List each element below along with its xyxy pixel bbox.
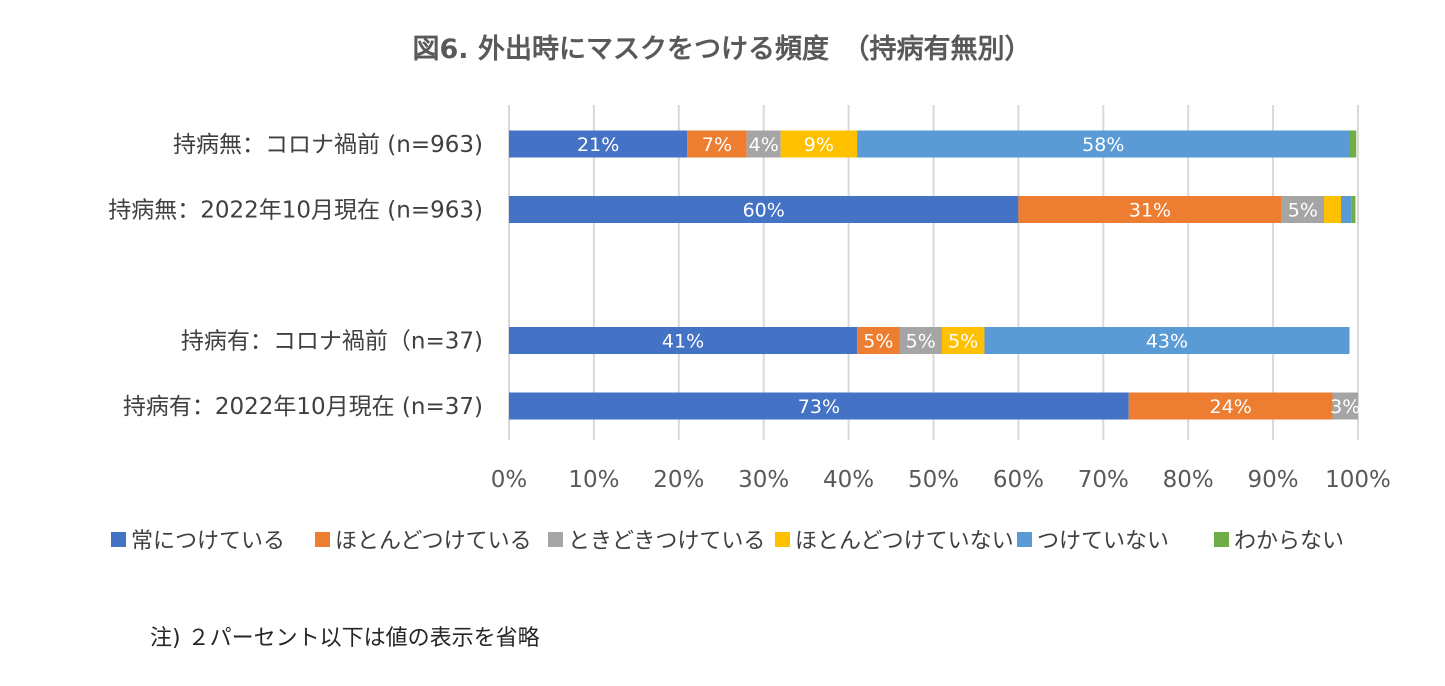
bar-segment — [941, 327, 985, 354]
x-tick-label: 10% — [568, 467, 619, 493]
bar-segment — [746, 130, 781, 158]
bar-segment — [1349, 130, 1357, 158]
category-label: 持病有：2022年10月現在 (n=37) — [123, 394, 483, 420]
x-tick-label: 80% — [1163, 467, 1214, 493]
category-labels: 持病無：コロナ禍前 (n=963) 持病無：2022年10月現在 (n=963) 持… — [108, 132, 483, 420]
legend: 常につけている ほとんどつけている ときどきつけている ほとんどつけていない つけていな… — [111, 529, 1344, 554]
data-label: 58% — [1082, 134, 1124, 156]
data-label: 5% — [948, 331, 978, 353]
bar-segment — [1018, 196, 1282, 223]
bar-segment — [984, 327, 1350, 354]
x-tick-label: 60% — [993, 467, 1044, 493]
data-label: 43% — [1146, 331, 1188, 353]
legend-label: わからない — [1234, 529, 1344, 554]
x-tick-label: 0% — [491, 467, 528, 493]
bar-segment — [899, 327, 942, 354]
x-tick-label: 30% — [738, 467, 789, 493]
legend-swatch — [111, 532, 126, 547]
legend-swatch — [1214, 532, 1229, 547]
legend-label: つけていない — [1037, 529, 1169, 554]
category-label: 持病有：コロナ禍前（n=37) — [181, 329, 483, 355]
category-label: 持病無：コロナ禍前 (n=963) — [173, 132, 483, 158]
x-tick-label: 20% — [653, 467, 704, 493]
bar-segment — [1351, 196, 1356, 223]
legend-swatch — [1017, 532, 1032, 547]
legend-label: 常につけている — [131, 529, 285, 554]
data-label: 24% — [1210, 396, 1252, 418]
data-label: 4% — [749, 134, 779, 156]
x-tick-label: 40% — [823, 467, 874, 493]
data-label: 41% — [662, 331, 704, 353]
legend-swatch — [548, 532, 563, 547]
bar-segment — [780, 130, 858, 158]
data-label: 73% — [798, 396, 840, 418]
legend-swatch — [775, 532, 790, 547]
data-label: 3% — [1330, 396, 1360, 418]
chart-title: 図6. 外出時にマスクをつける頻度 （持病有無別） — [413, 33, 1032, 65]
data-label: 9% — [804, 134, 834, 156]
bar-segment — [509, 392, 1129, 420]
data-label: 60% — [743, 200, 785, 222]
bar-segment — [687, 130, 747, 158]
bar-segment — [509, 196, 1019, 223]
x-tick-label: 70% — [1078, 467, 1129, 493]
data-label: 7% — [702, 134, 732, 156]
bar-segment — [509, 327, 858, 354]
data-label: 5% — [906, 331, 936, 353]
bar-segment — [857, 130, 1350, 158]
bar-segment — [1281, 196, 1325, 223]
data-label: 5% — [1288, 200, 1318, 222]
data-label: 5% — [863, 331, 893, 353]
x-tick-label: 100% — [1325, 467, 1391, 493]
bar-segment — [509, 130, 688, 158]
x-axis-tick-labels: 0% 10% 20% 30% 40% 50% 60% 70% 80% 90% 100% — [491, 467, 1391, 493]
legend-label: ほとんどつけている — [335, 529, 532, 554]
gridlines — [508, 105, 1359, 440]
legend-label: ときどきつけている — [568, 529, 765, 554]
category-label: 持病無：2022年10月現在 (n=963) — [108, 198, 483, 224]
bar-segment — [1332, 392, 1358, 420]
bar-segment — [1128, 392, 1333, 420]
x-tick-label: 90% — [1248, 467, 1299, 493]
legend-label: ほとんどつけていない — [795, 529, 1014, 554]
bar-segment — [1324, 196, 1342, 223]
data-label: 31% — [1129, 200, 1171, 222]
bar-segment — [1341, 196, 1352, 223]
bar-segment — [857, 327, 900, 354]
footnote: 注) ２パーセント以下は値の表示を省略 — [150, 626, 540, 651]
legend-swatch — [315, 532, 330, 547]
bars: 21% 7% 4% 9% 58% 60% 31% 5% 41% 5% 5% 5% 43% 73% 24% 3% — [509, 130, 1360, 420]
x-tick-label: 50% — [908, 467, 959, 493]
data-label: 21% — [577, 134, 619, 156]
